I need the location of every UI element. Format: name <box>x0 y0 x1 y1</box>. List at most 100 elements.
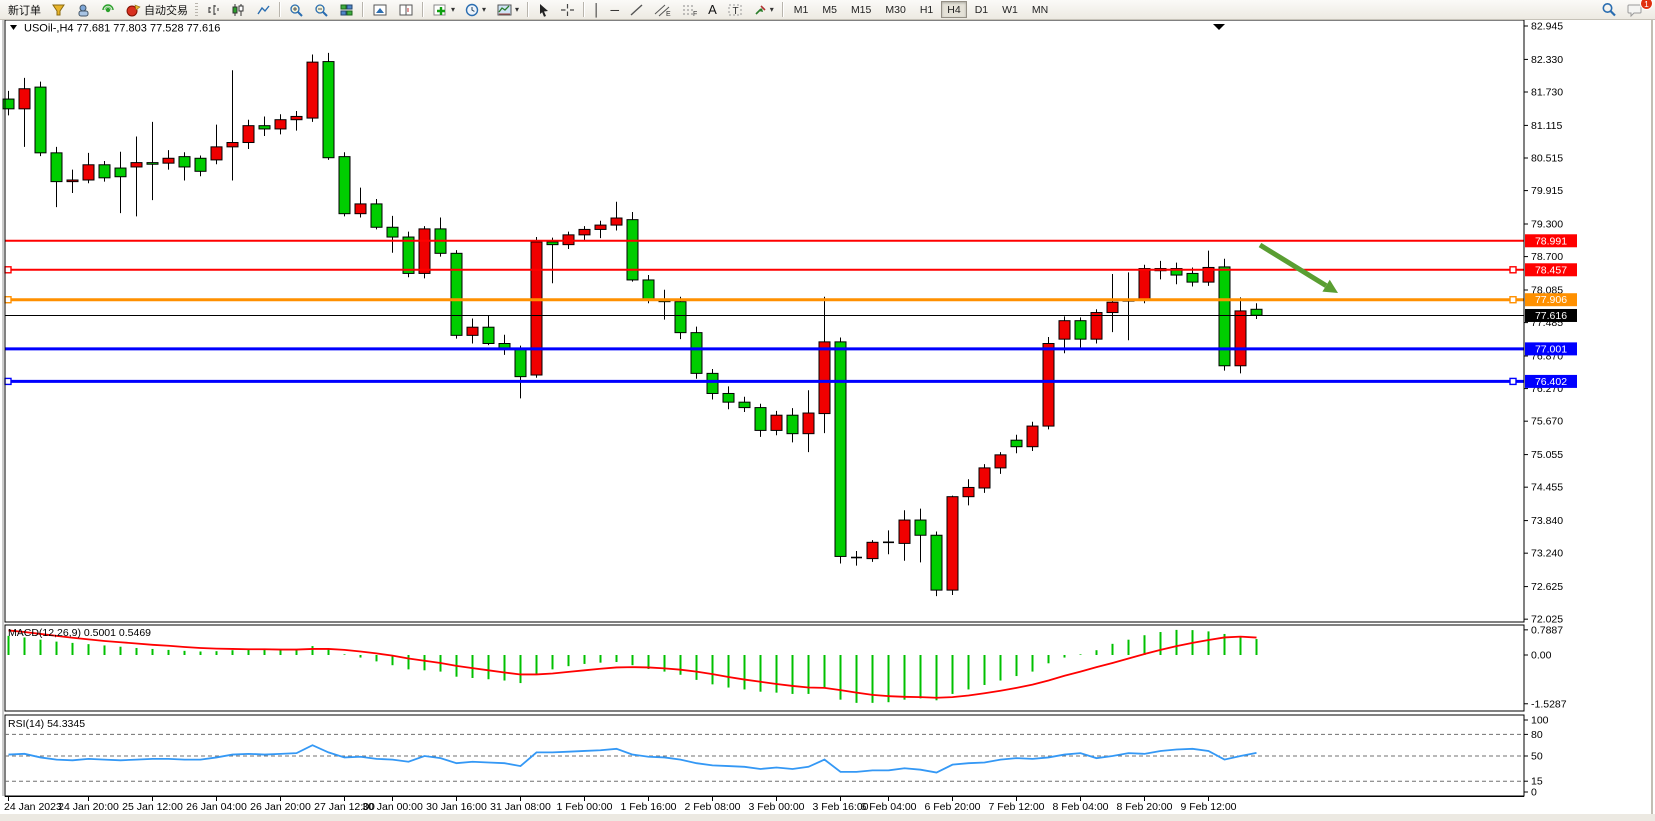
bar-chart-icon[interactable] <box>202 0 225 19</box>
time-label: 25 Jan 12:00 <box>122 801 183 813</box>
candle-body <box>1202 266 1215 283</box>
candle-body <box>978 467 991 489</box>
fibonacci-icon[interactable]: F <box>677 0 702 19</box>
autotrading-button[interactable]: 自动交易 <box>122 0 192 19</box>
text-icon[interactable]: A <box>708 1 717 17</box>
rsi-line <box>8 744 1257 774</box>
candle-body <box>786 414 799 435</box>
profile-icon[interactable] <box>72 0 95 19</box>
candle-body <box>450 252 463 336</box>
svg-text:F: F <box>693 11 697 17</box>
templates-icon[interactable]: ▾ <box>492 0 523 19</box>
arrange-window-icon[interactable] <box>368 0 392 19</box>
line-chart-icon[interactable] <box>252 0 275 19</box>
svg-text:100: 100 <box>1531 715 1549 727</box>
tile-windows-icon[interactable] <box>335 0 358 19</box>
label-icon[interactable]: T <box>723 0 747 19</box>
autotrading-label: 自动交易 <box>144 4 188 17</box>
timeframe-M30[interactable]: M30 <box>885 3 906 16</box>
timeframe-H4[interactable]: H4 <box>941 1 967 18</box>
price-badge <box>1525 308 1577 322</box>
toolbar-separator <box>362 2 364 17</box>
notification-badge: 1 <box>1640 0 1653 10</box>
rsi-label: RSI(14) 54.3345 <box>8 718 85 730</box>
timeframe-M15[interactable]: M15 <box>850 3 872 16</box>
time-label: 9 Feb 12:00 <box>1180 801 1236 813</box>
search-icon[interactable] <box>1597 0 1621 19</box>
funnel-icon[interactable] <box>47 0 70 19</box>
timeframe-M1[interactable]: M1 <box>793 3 809 16</box>
candle-body <box>82 164 95 181</box>
crosshair-icon[interactable] <box>556 0 579 19</box>
timeframe-MN[interactable]: MN <box>1031 3 1049 16</box>
candle-body <box>146 162 159 165</box>
add-indicator-icon[interactable]: ▾ <box>428 0 459 19</box>
candle-body <box>34 86 47 154</box>
candle-body <box>18 88 31 110</box>
line-handle[interactable] <box>4 296 12 304</box>
zoom-out-icon[interactable] <box>310 0 333 19</box>
symbol-dropdown-icon[interactable] <box>10 25 17 30</box>
candle-body <box>802 412 815 435</box>
cursor-icon[interactable] <box>533 0 554 19</box>
toolbar-separator <box>422 2 424 17</box>
shift-marker[interactable] <box>1213 24 1225 30</box>
price-axis[interactable]: 82.945 82.330 81.730 81.115 80.515 79.915 79.3… <box>1524 21 1577 626</box>
channel-icon[interactable]: E <box>650 0 675 19</box>
timeframe-M5[interactable]: M5 <box>822 3 837 16</box>
candle-body <box>754 407 767 431</box>
candle-body <box>1026 425 1039 448</box>
toolbar-right: 1 <box>1596 0 1653 19</box>
candle-body <box>674 301 687 334</box>
candle-body <box>98 164 111 179</box>
candle-body <box>178 156 191 168</box>
candle-body <box>242 125 255 144</box>
candle-body <box>1186 272 1199 283</box>
toolbar-separator <box>527 2 530 17</box>
timeframe-H1[interactable]: H1 <box>919 3 934 16</box>
chevron-down-icon: ▾ <box>451 5 456 14</box>
time-label: 2 Feb 08:00 <box>684 801 740 813</box>
candle-body <box>418 228 431 274</box>
timeframe-W1[interactable]: W1 <box>1002 3 1018 16</box>
line-handle[interactable] <box>1509 296 1517 304</box>
time-label: 8 Feb 04:00 <box>1052 801 1108 813</box>
time-label: 3 Feb 16:00 <box>812 801 868 813</box>
periods-clock-icon[interactable]: ▾ <box>461 0 490 19</box>
horizontal-line-icon[interactable]: ─ <box>610 2 620 17</box>
candle-body <box>322 61 335 159</box>
candle-body <box>834 341 847 557</box>
chat-icon[interactable]: 1 <box>1623 0 1653 19</box>
time-label: 30 Jan 16:00 <box>426 801 487 813</box>
svg-text:73.240: 73.240 <box>1531 548 1563 560</box>
time-label: 26 Jan 20:00 <box>250 801 311 813</box>
line-handle[interactable] <box>1509 377 1517 386</box>
timeframe-buttons: M1 M5 M15 M30 H1 H4 D1 W1 MN <box>787 1 1055 18</box>
candle-body <box>1058 320 1071 340</box>
line-handle[interactable] <box>4 377 12 386</box>
candles-layer <box>2 52 1263 597</box>
zoom-in-icon[interactable] <box>285 0 308 19</box>
candle-body <box>610 217 623 226</box>
price-badge <box>1525 263 1577 277</box>
shapes-icon[interactable]: ▾ <box>749 0 778 19</box>
candle-body <box>162 157 175 164</box>
line-handle[interactable] <box>4 266 12 274</box>
svg-text:-1.5287: -1.5287 <box>1531 698 1567 710</box>
signal-icon[interactable] <box>97 0 120 19</box>
macd-pane: MACD(12,26,9) 0.5001 0.5469 0.7887 0.00 -1.… <box>7 624 1567 710</box>
time-label: 3 Feb 00:00 <box>748 801 804 813</box>
svg-text:73.840: 73.840 <box>1531 515 1563 527</box>
trendline-icon[interactable] <box>625 0 648 19</box>
vertical-line-icon[interactable]: │ <box>593 2 601 17</box>
timeframe-D1[interactable]: D1 <box>974 3 989 16</box>
candle-body <box>1010 439 1023 448</box>
candle-body <box>1090 312 1103 340</box>
line-handle[interactable] <box>1509 266 1517 274</box>
trend-arrow[interactable] <box>1258 242 1338 293</box>
candle-chart-icon[interactable] <box>227 0 250 19</box>
data-window-icon[interactable] <box>394 0 418 19</box>
new-order-button[interactable]: 新订单 <box>1 0 45 19</box>
